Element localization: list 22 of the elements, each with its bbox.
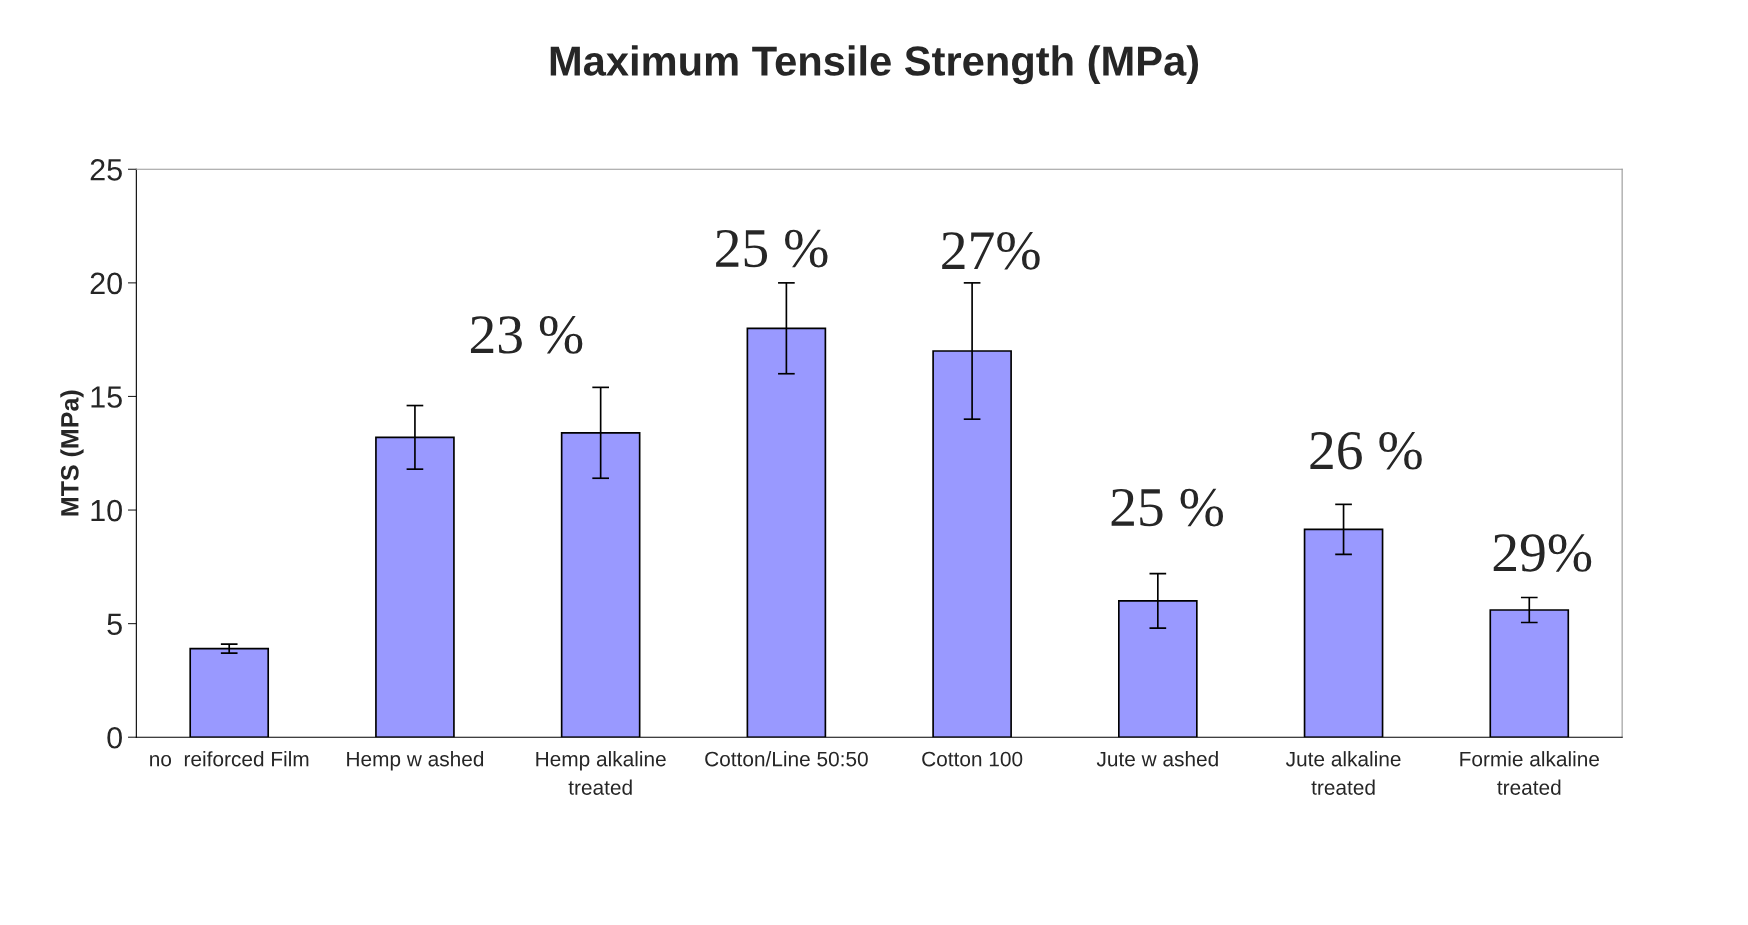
y-tick-label: 5 bbox=[107, 613, 122, 636]
annotation: 23 % bbox=[470, 316, 583, 354]
y-axis-title: MTS (MPa) bbox=[60, 390, 84, 516]
y-tick-label: 10 bbox=[91, 499, 122, 522]
annotation: 26 % bbox=[1310, 431, 1422, 470]
x-tick-label: Cotton 100 bbox=[922, 751, 1023, 767]
x-tick-label: no reiforced Film bbox=[150, 751, 309, 767]
chart-title: Maximum Tensile Strength (MPa) bbox=[550, 45, 1199, 85]
annotation: 27% bbox=[942, 232, 1040, 270]
x-tick-label: Hemp w ashed bbox=[347, 751, 484, 771]
x-tick-label: Cotton/Line 50:50 bbox=[705, 751, 868, 767]
y-tick-label: 15 bbox=[91, 386, 122, 408]
annotation: 25 % bbox=[1111, 488, 1224, 527]
x-tick-label: Hemp alkaline treated bbox=[536, 751, 666, 795]
annotation: 29% bbox=[1493, 534, 1592, 572]
y-tick-label: 0 bbox=[107, 726, 122, 749]
y-tick-label: 25 bbox=[90, 159, 122, 181]
annotation: 25 % bbox=[716, 229, 828, 268]
x-tick-label: Jute w ashed bbox=[1096, 751, 1218, 767]
x-tick-label: Jute alkaline treated bbox=[1285, 751, 1401, 795]
x-tick-label: Formie alkaline treated bbox=[1460, 751, 1599, 795]
y-tick-label: 20 bbox=[90, 272, 122, 295]
